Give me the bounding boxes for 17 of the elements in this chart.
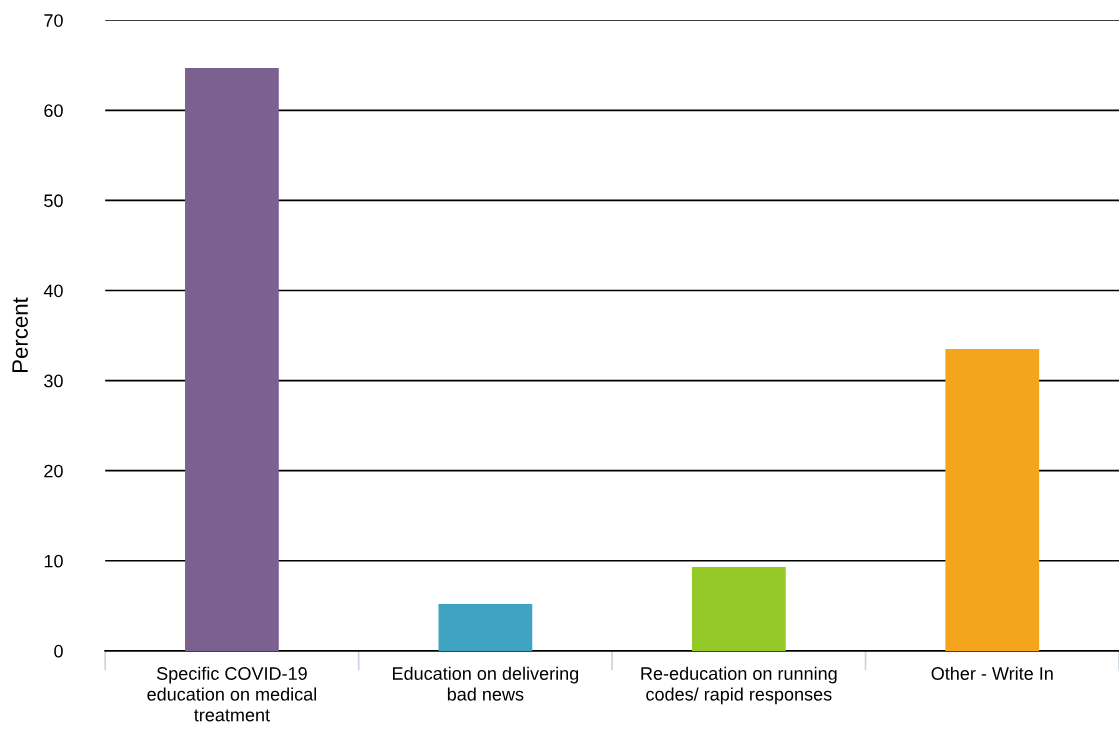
y-tick-label: 40 [43, 284, 63, 298]
y-tick-label: 30 [44, 374, 63, 388]
y-tick-label: 10 [44, 554, 63, 568]
y-tick-label: 20 [44, 464, 63, 478]
y-tick-label: 60 [44, 104, 63, 118]
x-tick-label: Re-education on running codes/ rapid responses [641, 666, 837, 705]
bar [691, 567, 786, 651]
x-tick-label: Education on delivering bad news [393, 666, 579, 701]
y-tick-label: 70 [44, 14, 63, 27]
x-tick-label: Other - Write In [931, 666, 1053, 680]
bar [185, 67, 279, 651]
y-axis-title: Percent [12, 297, 28, 373]
x-tick-label: Specific COVID-19 education on medical treatment [147, 666, 317, 722]
y-tick-label: 0 [54, 644, 63, 658]
y-tick-label: 50 [44, 194, 63, 208]
bar [438, 604, 533, 651]
bar [945, 349, 1040, 651]
